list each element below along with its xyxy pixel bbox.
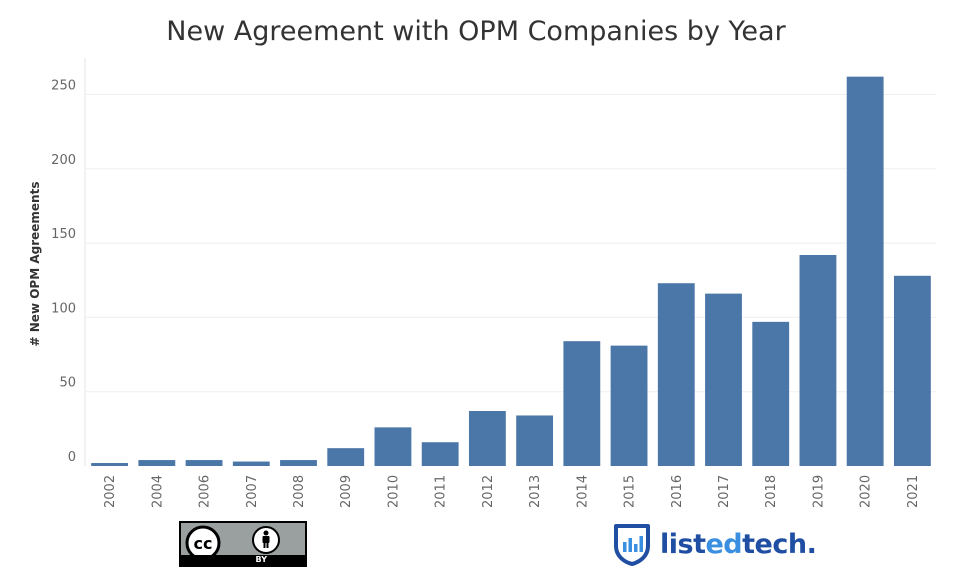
x-tick-label: 2016 [670, 475, 685, 508]
brand-name-prefix: list [660, 528, 706, 560]
license-bar [181, 555, 305, 565]
bar-2009 [327, 448, 365, 466]
bar-2019 [799, 254, 837, 466]
bar-2021 [893, 275, 931, 466]
x-tick-label: 2012 [481, 475, 496, 508]
y-axis-label: # New OPM Agreements [28, 182, 42, 347]
gridlines [86, 94, 936, 393]
brand-name: listedtech. [660, 528, 817, 560]
x-tick-label: 2007 [245, 475, 260, 508]
bar-2018 [752, 321, 790, 466]
x-tick-label: 2004 [150, 475, 165, 508]
bar-2010 [374, 427, 412, 466]
bar-chart-shield-icon [614, 524, 650, 566]
x-tick-label: 2018 [764, 475, 779, 508]
x-tick-label: 2020 [859, 475, 874, 508]
y-tick-label: 200 [51, 153, 76, 168]
y-tick-labels: 0 50 100 150 200 250 [51, 79, 76, 466]
bar-2020 [846, 76, 884, 466]
bar-2014 [563, 341, 601, 466]
x-tick-label: 2008 [292, 475, 307, 508]
chart-title: New Agreement with OPM Companies by Year [166, 16, 786, 47]
license-by-text: BY [255, 555, 267, 564]
y-tick-label: 150 [51, 227, 76, 242]
x-tick-label: 2010 [386, 475, 401, 508]
bar-2013 [516, 415, 554, 466]
x-tick-label: 2006 [198, 475, 213, 508]
brand-name-suffix: tech [742, 528, 807, 560]
x-tick-label: 2011 [434, 475, 449, 508]
y-tick-label: 50 [59, 376, 76, 391]
bar-2006 [185, 460, 223, 466]
x-tick-label: 2009 [339, 475, 354, 508]
bar-chart: New Agreement with OPM Companies by Year… [28, 16, 936, 508]
bar-2008 [280, 460, 317, 466]
bar-2011 [421, 442, 459, 466]
x-tick-label: 2014 [575, 475, 590, 508]
cc-icon: cc [185, 525, 221, 555]
bar-2002 [91, 463, 129, 466]
y-tick-label: 250 [51, 79, 76, 94]
y-tick-label: 100 [51, 301, 76, 316]
bar-2015 [610, 345, 648, 466]
svg-text:cc: cc [194, 534, 213, 553]
y-tick-label: 0 [68, 450, 76, 465]
x-tick-label: 2019 [811, 475, 826, 508]
bar-2004 [138, 460, 176, 466]
listedtech-logo: listedtech. [612, 522, 817, 566]
bar-2007 [232, 461, 270, 466]
bars [91, 76, 931, 466]
x-tick-label: 2017 [717, 475, 732, 508]
x-tick-label: 2021 [906, 475, 921, 508]
x-tick-label: 2015 [623, 475, 638, 508]
x-tick-labels: 2002 2004 2006 2007 2008 2009 2010 2011 2012 2013… [103, 475, 921, 508]
brand-name-dot: . [806, 528, 817, 560]
bar-2017 [705, 293, 742, 466]
attribution-person-icon [252, 526, 280, 554]
cc-by-license-badge: cc BY [179, 521, 307, 567]
bar-2012 [468, 411, 506, 466]
bar-2016 [657, 283, 695, 466]
x-tick-label: 2013 [528, 475, 543, 508]
brand-name-accent: ed [705, 528, 743, 560]
x-tick-label: 2002 [103, 475, 118, 508]
